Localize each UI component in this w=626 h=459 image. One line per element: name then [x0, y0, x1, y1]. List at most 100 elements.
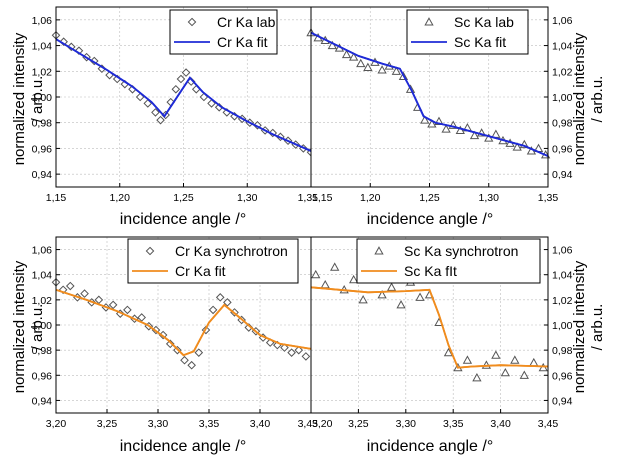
y-tick-label: 1,00 [32, 92, 53, 104]
panel-sc-lab: 0,94 0,96 0,98 1,00 1,02 1,04 1,06 1,15 1,20 1,25… [306, 6, 573, 228]
x-tick-label: 3,20 [46, 418, 67, 430]
data-point [171, 84, 181, 94]
data-point [472, 372, 482, 382]
data-point [341, 49, 352, 59]
y-tick-label: 0,98 [32, 118, 53, 130]
x-tick-label: 1,15 [312, 192, 333, 204]
data-point [519, 370, 529, 379]
data-point [377, 289, 387, 299]
x-tick-label: 3,30 [396, 418, 417, 430]
panel-sc-synchrotron: 0,94 0,96 0,98 1,00 1,02 1,04 1,06 3,20 3,25 3,30… [310, 236, 573, 455]
data-point [181, 68, 191, 77]
legend-marker-swatch [424, 17, 434, 26]
data-point [469, 130, 480, 140]
fit-line-overlay [310, 31, 549, 157]
data-point [462, 355, 473, 364]
data-point [311, 269, 321, 279]
fit-line-overlay [55, 288, 312, 357]
y-tick-label: 1,00 [32, 320, 53, 332]
y-tick-label: 0,98 [552, 345, 573, 357]
panel-cr-lab: 0,94 0,96 0,98 1,00 1,02 1,04 1,06 1,15 1,20 1,25… [32, 6, 319, 228]
legend-label: Cr Ka synchrotron [175, 243, 288, 259]
legend-label: Sc Ka fit [454, 34, 506, 50]
data-point [180, 355, 189, 365]
data-point [538, 362, 548, 372]
x-tick-label: 1,15 [46, 192, 67, 204]
y-tick-label: 1,02 [32, 66, 53, 78]
x-tick-label: 1,35 [538, 192, 559, 204]
data-point [137, 313, 146, 322]
data-point [215, 293, 225, 302]
data-point [427, 119, 437, 128]
fit-line-overlay [55, 38, 312, 152]
legend-label: Cr Ka fit [217, 34, 268, 50]
data-point [151, 108, 160, 117]
y-tick-label: 0,94 [552, 395, 573, 407]
legend-box [169, 9, 278, 55]
y-tick-label: 0,94 [32, 395, 53, 407]
legend-label: Cr Ka fit [175, 263, 226, 279]
data-point [415, 292, 425, 301]
data-point [396, 300, 406, 309]
legend-marker-swatch [145, 246, 155, 256]
x-tick-label: 3,40 [490, 418, 511, 430]
legend-box [356, 238, 541, 284]
data-point [156, 115, 165, 125]
legend-box [127, 238, 299, 284]
data-point [327, 40, 337, 50]
data-point [223, 298, 232, 307]
y-tick-label: 1,02 [32, 295, 53, 307]
legend-label: Sc Ka synchrotron [404, 243, 518, 259]
fit-line-overlay [310, 286, 549, 369]
data-point [280, 343, 289, 352]
x-tick-label: 3,20 [312, 418, 333, 430]
data-point [512, 142, 522, 151]
data-point [176, 74, 186, 84]
legend-label: Sc Ka lab [454, 14, 514, 30]
x-tick-label: 3,40 [250, 418, 271, 430]
data-point [165, 339, 175, 349]
x-tick-label: 1,20 [360, 192, 381, 204]
y-tick-label: 0,98 [32, 345, 53, 357]
data-point [500, 367, 510, 377]
y-tick-label: 0,96 [552, 370, 573, 382]
data-point [377, 65, 387, 74]
x-tick-label: 3,30 [148, 418, 169, 430]
data-point [194, 348, 204, 357]
y-axis-title-right-top-line1: normalized intensity [571, 32, 588, 165]
data-point [510, 355, 520, 364]
legend-marker-swatch [187, 17, 197, 27]
data-point [208, 305, 218, 315]
x-tick-label: 3,45 [538, 418, 559, 430]
y-axis-title-bottom-line1: normalized intensity [11, 260, 28, 393]
y-tick-label: 1,04 [32, 270, 53, 282]
y-tick-label: 1,04 [552, 41, 573, 53]
data-point [349, 274, 359, 284]
data-point [386, 282, 397, 291]
data-point [420, 115, 430, 124]
x-tick-label: 1,30 [237, 192, 258, 204]
y-tick-label: 1,06 [32, 15, 53, 27]
data-point [349, 52, 359, 61]
data-point [187, 360, 196, 370]
data-point [80, 289, 89, 298]
y-tick-label: 1,02 [552, 295, 573, 307]
legend-box [406, 9, 529, 55]
data-point [484, 133, 494, 142]
panel-cr-synchrotron: 0,94 0,96 0,98 1,00 1,02 1,04 1,06 3,20 3,25 3,30… [32, 236, 319, 455]
x-axis-title: incidence angle /° [367, 438, 493, 455]
x-tick-label: 1,35 [298, 192, 319, 204]
y-tick-label: 0,96 [32, 143, 53, 155]
data-point [363, 62, 373, 71]
y-tick-label: 0,94 [32, 169, 53, 181]
y-tick-label: 1,04 [552, 270, 573, 282]
x-tick-label: 3,35 [199, 418, 220, 430]
y-axis-title-right-bottom-line1: normalized intensity [571, 260, 588, 393]
plot-frame [310, 236, 549, 414]
x-tick-label: 3,45 [298, 418, 319, 430]
data-point [108, 300, 118, 310]
y-tick-label: 0,98 [552, 118, 573, 130]
y-tick-label: 1,06 [552, 15, 573, 27]
x-tick-label: 1,20 [110, 192, 131, 204]
legend-label: Cr Ka lab [217, 14, 276, 30]
